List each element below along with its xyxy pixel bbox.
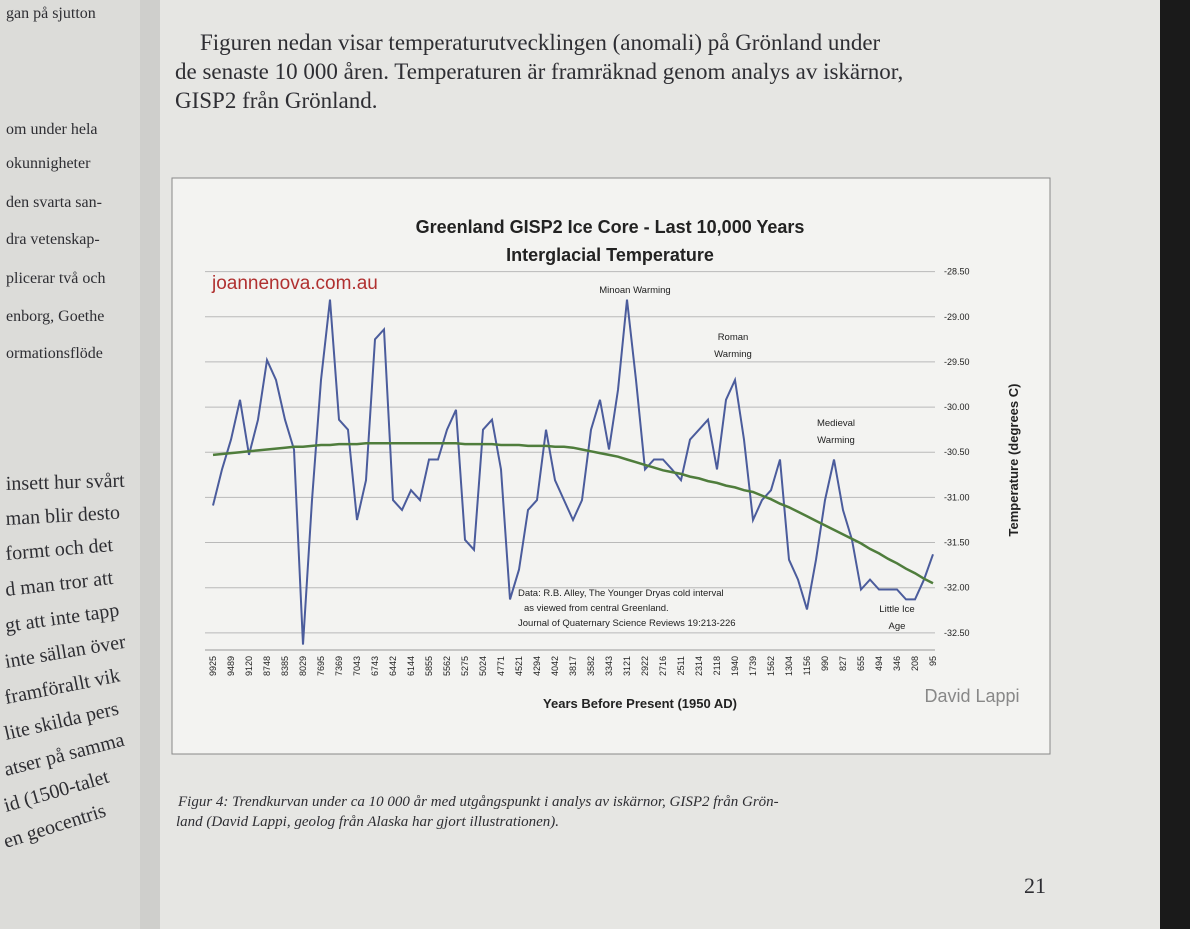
annotation: Roman [718,332,749,343]
series-line [212,299,934,645]
facing-fragment: insett hur svårt [6,470,126,495]
annotation: as viewed from central Greenland. [524,603,669,614]
facing-fragment: dra vetenskap- [6,231,100,248]
x-tick-label: 9489 [226,656,236,676]
annotation: Warming [714,349,752,360]
facing-fragment: den svarta san- [6,194,102,211]
y-tick-label: -32.50 [944,628,970,638]
x-tick-label: 4042 [550,656,560,676]
x-tick-label: 6442 [388,656,398,676]
caption-line: land (David Lappi, geolog från Alaska ha… [176,814,559,830]
x-tick-label: 494 [874,656,884,671]
annotation: Little Ice [879,604,914,615]
x-tick-label: 2314 [694,656,704,676]
gutter [140,0,160,929]
x-tick-label: 9925 [208,656,218,676]
x-axis-title: Years Before Present (1950 AD) [543,696,737,711]
facing-fragment: om under hela [6,121,98,138]
y-tick-label: -29.50 [944,357,970,367]
watermark: joannenova.com.au [211,273,378,294]
x-tick-label: 655 [856,656,866,671]
x-tick-label: 3343 [604,656,614,676]
y-tick-label: -30.50 [944,447,970,457]
y-tick-label: -31.00 [944,492,970,502]
x-tick-label: 6144 [406,656,416,676]
paragraph-line: de senaste 10 000 åren. Temperaturen är … [175,59,903,84]
paragraph-line: GISP2 från Grönland. [175,88,378,113]
x-tick-label: 6743 [370,656,380,676]
author: David Lappi [924,686,1019,706]
y-tick-label: -32.00 [944,583,970,593]
y-axis-title: Temperature (degrees C) [1006,384,1021,537]
x-tick-label: 827 [838,656,848,671]
annotation: Warming [817,435,855,446]
x-tick-label: 3582 [586,656,596,676]
x-tick-label: 4294 [532,656,542,676]
x-tick-label: 8029 [298,656,308,676]
x-tick-label: 4771 [496,656,506,676]
x-tick-label: 3817 [568,656,578,676]
x-tick-label: 346 [892,656,902,671]
x-tick-label: 1739 [748,656,758,676]
caption-line: Figur 4: Trendkurvan under ca 10 000 år … [177,794,779,810]
paragraph-line: Figuren nedan visar temperaturutveckling… [200,30,881,55]
x-tick-label: 2511 [676,656,686,675]
facing-page [0,0,150,929]
series-line [212,441,934,585]
x-tick-label: 990 [820,656,830,671]
edge [1160,0,1190,929]
annotation: Data: R.B. Alley, The Younger Dryas cold… [518,588,724,599]
x-tick-label: 4521 [514,656,524,676]
chart-title: Greenland GISP2 Ice Core - Last 10,000 Y… [416,217,805,237]
x-tick-label: 95 [928,656,938,666]
annotation: Age [889,621,906,632]
x-tick-label: 1156 [802,656,812,675]
x-tick-label: 9120 [244,656,254,676]
facing-fragment: plicerar två och [6,270,106,287]
x-tick-label: 7043 [352,656,362,676]
x-tick-label: 7369 [334,656,344,676]
x-tick-label: 5562 [442,656,452,676]
x-tick-label: 2118 [712,656,722,675]
chart-title: Interglacial Temperature [506,245,714,265]
annotation: Medieval [817,418,855,429]
x-tick-label: 8748 [262,656,272,676]
x-tick-label: 5024 [478,656,488,676]
chart: Greenland GISP2 Ice Core - Last 10,000 Y… [205,217,1021,711]
x-tick-label: 1562 [766,656,776,676]
x-tick-label: 1304 [784,656,794,676]
y-tick-label: -31.50 [944,538,970,548]
x-tick-label: 2922 [640,656,650,676]
chart-frame [171,177,1051,755]
x-tick-label: 208 [910,656,920,671]
facing-fragment: ormationsflöde [6,345,103,362]
facing-fragment: enborg, Goethe [6,308,104,325]
x-tick-label: 2716 [658,656,668,676]
x-tick-label: 5855 [424,656,434,676]
x-tick-label: 5275 [460,656,470,676]
y-tick-label: -29.00 [944,312,970,322]
x-tick-label: 8385 [280,656,290,676]
annotation: Minoan Warming [599,285,670,296]
annotation: Journal of Quaternary Science Reviews 19… [518,618,736,629]
y-tick-label: -30.00 [944,402,970,412]
y-tick-label: -28.50 [944,267,970,277]
x-tick-label: 7695 [316,656,326,676]
page-number: 21 [1024,873,1046,898]
x-tick-label: 1940 [730,656,740,676]
x-tick-label: 3121 [622,656,632,676]
facing-fragment: gan på sjutton [6,5,96,22]
facing-fragment: okunnigheter [6,155,91,172]
